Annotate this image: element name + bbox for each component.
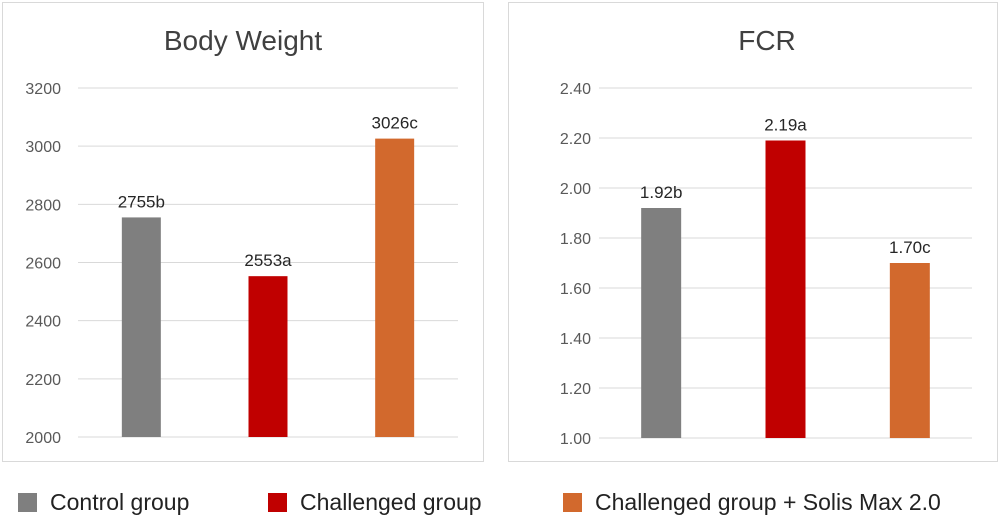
legend-label-challenged: Challenged group xyxy=(300,488,482,515)
y-tick-label: 2.00 xyxy=(560,181,591,198)
y-tick-label: 2.20 xyxy=(560,131,591,148)
data-label-1: 2755b xyxy=(118,192,165,211)
y-tick-label: 2200 xyxy=(25,372,61,389)
y-tick-label: 3200 xyxy=(25,81,61,98)
chart-title: Body Weight xyxy=(164,25,322,56)
y-tick-label: 2800 xyxy=(25,197,61,214)
y-tick-label: 3000 xyxy=(25,139,61,156)
y-tick-label: 1.20 xyxy=(560,381,591,398)
data-label-3: 1.70c xyxy=(889,238,931,257)
legend-swatch-challenged xyxy=(268,492,287,512)
y-tick-label: 1.00 xyxy=(560,431,591,448)
fcr-chart-panel: FCR 1.00 1.20 1.40 1.60 1.80 2.00 2.20 2.40 1.92b… xyxy=(508,2,998,462)
chart-legend: Control group Challenged group Challenge… xyxy=(0,480,1000,524)
bar-1 xyxy=(121,217,161,437)
legend-label-challenged-solis: Challenged group + Solis Max 2.0 xyxy=(595,488,941,515)
fcr-chart: FCR 1.00 1.20 1.40 1.60 1.80 2.00 2.20 2.40 1.92b… xyxy=(560,25,972,448)
legend-item-challenged: Challenged group xyxy=(268,480,482,524)
bar-2 xyxy=(765,140,806,438)
body-weight-chart-panel: Body Weight 2000 2200 2400 2600 2800 3000 3200 2… xyxy=(2,2,484,462)
data-label-3: 3026c xyxy=(372,114,419,133)
data-label-2: 2553a xyxy=(244,251,292,270)
y-tick-label: 1.80 xyxy=(560,231,591,248)
legend-swatch-challenged-solis xyxy=(563,492,582,512)
legend-item-challenged-solis: Challenged group + Solis Max 2.0 xyxy=(563,480,941,524)
chart-title: FCR xyxy=(738,25,796,56)
y-tick-label: 2000 xyxy=(25,430,61,447)
y-tick-label: 2.40 xyxy=(560,81,591,98)
bar-3 xyxy=(375,138,415,438)
y-tick-label: 2400 xyxy=(25,314,61,331)
legend-item-control: Control group xyxy=(18,480,189,524)
legend-label-control: Control group xyxy=(50,488,190,515)
bar-2 xyxy=(248,276,288,437)
y-tick-label: 1.40 xyxy=(560,331,591,348)
bar-1 xyxy=(641,208,682,438)
y-tick-label: 2600 xyxy=(25,256,61,273)
bar-3 xyxy=(889,263,930,438)
body-weight-chart: Body Weight 2000 2200 2400 2600 2800 3000 3200 2… xyxy=(25,25,458,447)
y-tick-label: 1.60 xyxy=(560,281,591,298)
data-label-2: 2.19a xyxy=(764,116,807,135)
data-label-1: 1.92b xyxy=(640,183,683,202)
legend-swatch-control xyxy=(18,492,37,512)
